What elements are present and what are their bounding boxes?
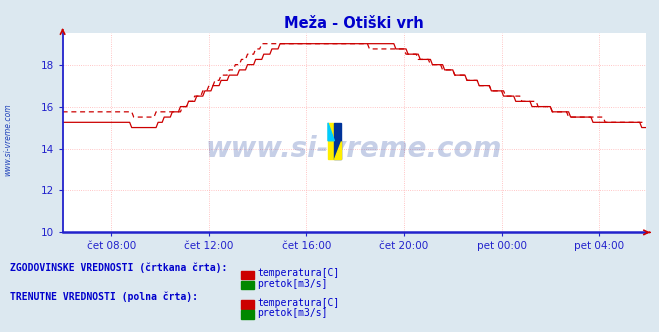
Text: www.si-vreme.com: www.si-vreme.com	[206, 135, 502, 163]
Bar	[328, 123, 334, 159]
Text: temperatura[C]: temperatura[C]	[257, 268, 339, 278]
Bar	[334, 123, 341, 159]
Polygon shape	[334, 141, 341, 159]
Text: ZGODOVINSKE VREDNOSTI (črtkana črta):: ZGODOVINSKE VREDNOSTI (črtkana črta):	[10, 262, 227, 273]
Text: pretok[m3/s]: pretok[m3/s]	[257, 308, 328, 318]
Text: pretok[m3/s]: pretok[m3/s]	[257, 279, 328, 289]
Title: Meža - Otiški vrh: Meža - Otiški vrh	[284, 16, 424, 31]
Text: www.si-vreme.com: www.si-vreme.com	[3, 103, 13, 176]
Polygon shape	[328, 123, 334, 141]
Text: temperatura[C]: temperatura[C]	[257, 298, 339, 308]
Text: TRENUTNE VREDNOSTI (polna črta):: TRENUTNE VREDNOSTI (polna črta):	[10, 292, 198, 302]
